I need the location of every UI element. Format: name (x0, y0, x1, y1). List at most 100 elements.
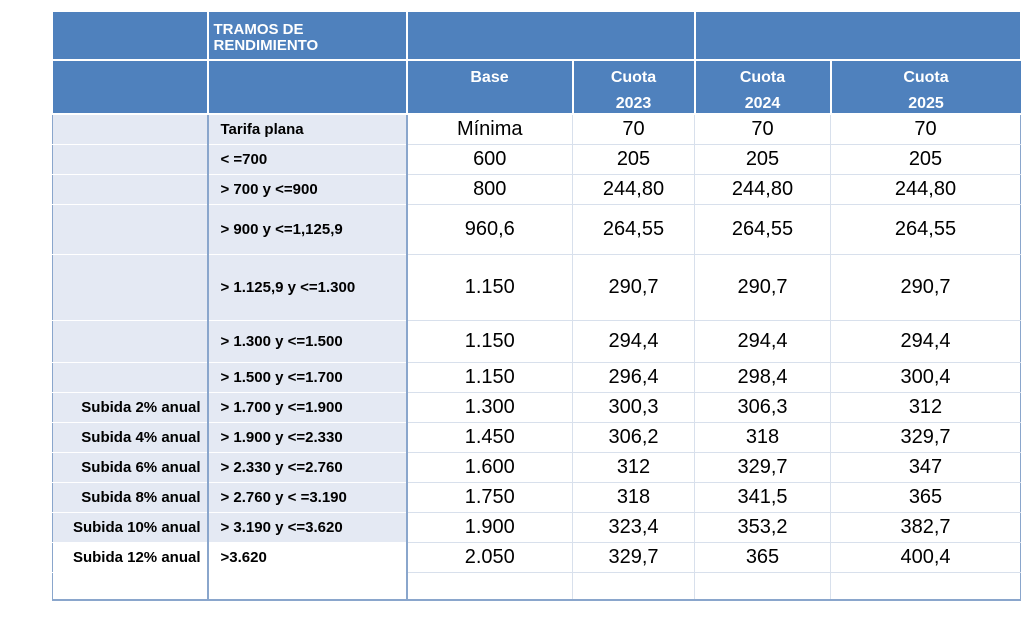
table-row: > 900 y <=1,125,9 960,6 264,55 264,55 264,55 (52, 204, 1021, 255)
cuota-2023-cell: 290,7 (572, 254, 695, 321)
range-cell: > 1.700 y <=1.900 (206, 392, 408, 423)
base-cell: 960,6 (406, 204, 573, 255)
header-cuota-label: Cuota (739, 69, 786, 86)
subida-cell: Subida 10% anual (52, 512, 208, 543)
subida-cell: Subida 6% anual (52, 452, 208, 483)
table-row: > 1.125,9 y <=1.300 1.150 290,7 290,7 290,7 (52, 254, 1021, 321)
blank-cell (830, 572, 1021, 601)
cuota-2024-cell: 306,3 (694, 392, 831, 423)
range-cell: < =700 (206, 144, 408, 175)
cuota-2025-cell: 312 (830, 392, 1021, 423)
cuota-2024-cell: 294,4 (694, 320, 831, 363)
subida-cell: Subida 4% anual (52, 422, 208, 453)
base-cell: 1.450 (406, 422, 573, 453)
range-cell: > 1.500 y <=1.700 (206, 362, 408, 393)
cuota-2025-cell: 244,80 (830, 174, 1021, 205)
header-blank-cell (52, 12, 209, 61)
header-base-label: Base (470, 69, 509, 86)
header-year: 2023 (615, 95, 652, 112)
cuota-2023-cell: 329,7 (572, 542, 695, 573)
cuota-2024-cell: 365 (694, 542, 831, 573)
table-row: Tarifa plana Mínima 70 70 70 (52, 114, 1021, 145)
cuota-2024-cell: 329,7 (694, 452, 831, 483)
cuota-2025-cell: 205 (830, 144, 1021, 175)
cuota-2024-cell: 341,5 (694, 482, 831, 513)
header-title: TRAMOS DE RENDIMIENTO (207, 12, 408, 61)
cuota-2023-cell: 244,80 (572, 174, 695, 205)
tariff-table: TRAMOS DE RENDIMIENTO Base Cuota 2023 Cuo… (52, 12, 1022, 601)
range-cell: > 1.125,9 y <=1.300 (206, 254, 408, 321)
subida-cell: Subida 2% anual (52, 392, 208, 423)
base-cell: 600 (406, 144, 573, 175)
table-row: Subida 12% anual >3.620 2.050 329,7 365 400,4 (52, 542, 1021, 573)
cuota-2024-cell: 70 (694, 114, 831, 145)
range-cell: > 900 y <=1,125,9 (206, 204, 408, 255)
range-cell: > 1.900 y <=2.330 (206, 422, 408, 453)
range-cell: > 700 y <=900 (206, 174, 408, 205)
range-cell: > 2.330 y <=2.760 (206, 452, 408, 483)
blank-row (52, 572, 1021, 601)
cuota-2024-cell: 318 (694, 422, 831, 453)
cuota-2025-cell: 400,4 (830, 542, 1021, 573)
range-cell: > 3.190 y <=3.620 (206, 512, 408, 543)
header-cuota-label: Cuota (903, 69, 949, 86)
cuota-2025-cell: 365 (830, 482, 1021, 513)
table-row: Subida 4% anual > 1.900 y <=2.330 1.450 306… (52, 422, 1021, 453)
cuota-2025-cell: 290,7 (830, 254, 1021, 321)
table-row: Subida 6% anual > 2.330 y <=2.760 1.600 312… (52, 452, 1021, 483)
blank-cell (572, 572, 695, 601)
header-blank-cell (52, 60, 209, 115)
cuota-2025-cell: 382,7 (830, 512, 1021, 543)
blank-cell (206, 572, 408, 601)
blank-cell (52, 572, 208, 601)
base-cell: 1.300 (406, 392, 573, 423)
cuota-2023-cell: 70 (572, 114, 695, 145)
header-blank-cell (694, 12, 1022, 61)
header-row-columns: Base Cuota 2023 Cuota 2024 Cuota 2025 (52, 60, 1021, 115)
cuota-2025-cell: 264,55 (830, 204, 1021, 255)
cuota-2025-cell: 70 (830, 114, 1021, 145)
cuota-2023-cell: 300,3 (572, 392, 695, 423)
header-cuota-2024: Cuota 2024 (694, 60, 832, 115)
cuota-2023-cell: 306,2 (572, 422, 695, 453)
range-cell: >3.620 (206, 542, 408, 573)
base-cell: 2.050 (406, 542, 573, 573)
header-row-top: TRAMOS DE RENDIMIENTO (52, 12, 1022, 61)
cuota-2025-cell: 347 (830, 452, 1021, 483)
subida-cell (52, 204, 208, 255)
cuota-2025-cell: 294,4 (830, 320, 1021, 363)
cuota-2023-cell: 294,4 (572, 320, 695, 363)
table-row: > 700 y <=900 800 244,80 244,80 244,80 (52, 174, 1021, 205)
range-cell: > 2.760 y < =3.190 (206, 482, 408, 513)
subida-cell (52, 362, 208, 393)
subida-cell: Subida 12% anual (52, 542, 208, 573)
subida-cell (52, 114, 208, 145)
cuota-2024-cell: 290,7 (694, 254, 831, 321)
cuota-2023-cell: 323,4 (572, 512, 695, 543)
cuota-2023-cell: 205 (572, 144, 695, 175)
header-year: 2024 (744, 95, 781, 112)
cuota-2024-cell: 298,4 (694, 362, 831, 393)
blank-cell (694, 572, 831, 601)
range-cell: Tarifa plana (206, 114, 408, 145)
header-cuota-2025: Cuota 2025 (830, 60, 1021, 115)
header-base: Base (406, 60, 574, 115)
subida-cell (52, 174, 208, 205)
base-cell: 1.900 (406, 512, 573, 543)
table-row: Subida 8% anual > 2.760 y < =3.190 1.750 31… (52, 482, 1021, 513)
blank-cell (406, 572, 573, 601)
table-row: > 1.500 y <=1.700 1.150 296,4 298,4 300,4 (52, 362, 1021, 393)
table-row: Subida 2% anual > 1.700 y <=1.900 1.300 300… (52, 392, 1021, 423)
subida-cell: Subida 8% anual (52, 482, 208, 513)
subida-cell (52, 144, 208, 175)
base-cell: 1.750 (406, 482, 573, 513)
header-cuota-label: Cuota (610, 69, 657, 86)
base-cell: 1.600 (406, 452, 573, 483)
subida-cell (52, 254, 208, 321)
cuota-2023-cell: 296,4 (572, 362, 695, 393)
base-cell: 1.150 (406, 320, 573, 363)
table-row: < =700 600 205 205 205 (52, 144, 1021, 175)
header-blank-cell (406, 12, 696, 61)
cuota-2024-cell: 244,80 (694, 174, 831, 205)
cuota-2023-cell: 318 (572, 482, 695, 513)
